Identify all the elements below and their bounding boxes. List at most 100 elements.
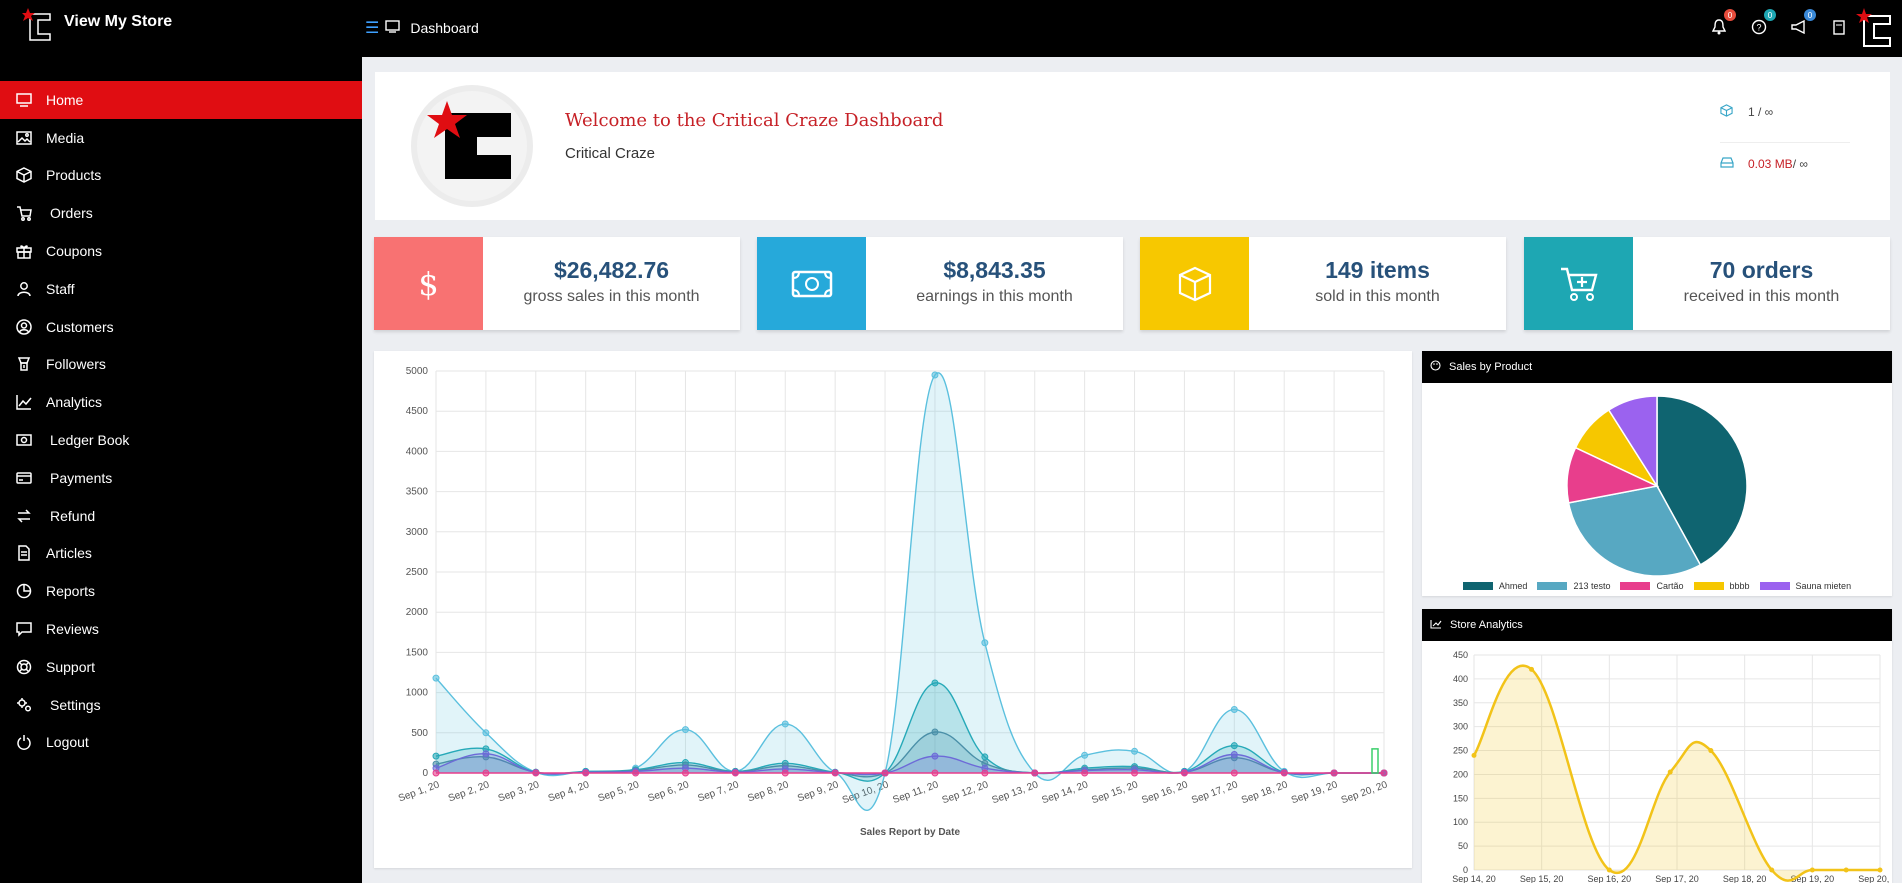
top-bar: View My Store ☰ Dashboard 0 ? 0 0	[0, 0, 1902, 57]
user-avatar[interactable]	[1856, 8, 1892, 50]
data-point	[1606, 867, 1612, 873]
data-point	[1843, 867, 1849, 873]
credit-card-icon	[16, 470, 32, 486]
sidebar-item-reviews[interactable]: Reviews	[0, 610, 362, 648]
legend-item[interactable]: bbbb	[1693, 581, 1750, 591]
sidebar-item-support[interactable]: Support	[0, 648, 362, 686]
x-tick-label: Sep 19, 20	[1791, 874, 1835, 883]
sidebar-item-label: Payments	[50, 469, 113, 486]
sidebar-item-reports[interactable]: Reports	[0, 572, 362, 610]
sidebar-item-coupons[interactable]: Coupons	[0, 232, 362, 270]
hamburger-menu-icon[interactable]: ☰	[365, 20, 380, 37]
data-point	[432, 674, 440, 682]
stat-label: gross sales in this month	[523, 288, 700, 305]
stat-label: earnings in this month	[916, 288, 1073, 305]
bell-icon[interactable]: 0	[1708, 9, 1736, 38]
y-tick-label: 400	[1453, 674, 1468, 684]
sidebar-item-home[interactable]: Home	[0, 81, 362, 119]
comment-icon	[16, 621, 32, 637]
sidebar-item-ledger-book[interactable]: Ledger Book	[0, 421, 362, 459]
sidebar-item-label: Ledger Book	[50, 432, 130, 449]
sidebar-item-refund[interactable]: Refund	[0, 497, 362, 535]
sidebar-item-products[interactable]: Products	[0, 157, 362, 195]
x-tick-label: Sep 4, 20	[547, 779, 591, 804]
sidebar-item-logout[interactable]: Logout	[0, 724, 362, 762]
data-point	[1380, 769, 1388, 777]
brand-logo-icon	[22, 8, 52, 44]
help-badge: 0	[1764, 9, 1776, 21]
y-tick-label: 350	[1453, 698, 1468, 708]
data-point	[1877, 867, 1883, 873]
sidebar-item-label: Customers	[46, 318, 114, 335]
user-icon	[16, 281, 32, 297]
data-point	[482, 750, 490, 758]
x-tick-label: Sep 1, 20	[397, 779, 441, 804]
x-tick-label: Sep 20, 20	[1340, 779, 1390, 806]
data-point	[1667, 769, 1673, 775]
sidebar-item-articles[interactable]: Articles	[0, 535, 362, 573]
sidebar-item-followers[interactable]: Followers	[0, 346, 362, 384]
data-point	[1769, 867, 1775, 873]
data-point	[931, 728, 939, 736]
sidebar-nav: Home Media Products Orders Coupons Staff Custo…	[0, 81, 362, 761]
sales-by-product-chart	[1566, 395, 1748, 577]
data-point	[532, 769, 540, 777]
legend-item[interactable]: Sauna mieten	[1759, 581, 1851, 591]
sidebar-item-analytics[interactable]: Analytics	[0, 383, 362, 421]
sidebar-item-label: Home	[46, 91, 84, 108]
y-tick-label: 150	[1453, 793, 1468, 803]
x-axis-label: Sales Report by Date	[860, 827, 960, 838]
megaphone-icon[interactable]: 0	[1788, 9, 1816, 38]
x-tick-label: Sep 8, 20	[746, 779, 790, 804]
sidebar-item-media[interactable]: Media	[0, 119, 362, 157]
data-point	[1131, 769, 1139, 777]
book-icon[interactable]	[1828, 16, 1850, 38]
sidebar-item-label: Staff	[46, 280, 75, 297]
y-tick-label: 1000	[406, 688, 429, 699]
x-tick-label: Sep 15, 20	[1090, 779, 1140, 806]
x-tick-label: Sep 16, 20	[1140, 779, 1190, 806]
data-point	[881, 769, 889, 777]
legend-item[interactable]: Cartão	[1620, 581, 1684, 591]
box-icon	[16, 167, 32, 184]
x-tick-label: Sep 2, 20	[447, 779, 491, 804]
brand[interactable]: View My Store	[22, 8, 172, 44]
sidebar-item-customers[interactable]: Customers	[0, 308, 362, 346]
pie-legend: Ahmed 213 testo Cartão bbbb Sauna mieten	[1422, 581, 1892, 591]
sales-report-chart: 0 500 1000 1500 2000 2500 3000 3500 4000 4500 5000…	[397, 366, 1390, 838]
data-point	[681, 726, 689, 734]
sidebar-item-staff[interactable]: Staff	[0, 270, 362, 308]
dollar-icon: $	[374, 237, 483, 330]
data-point	[831, 769, 839, 777]
series-area	[436, 372, 1384, 811]
legend-item[interactable]: 213 testo	[1537, 581, 1610, 591]
sidebar-item-orders[interactable]: Orders	[0, 194, 362, 232]
stat-card-gross-sales[interactable]: $ $26,482.76 gross sales in this month	[374, 237, 740, 330]
store-logo	[411, 85, 533, 207]
stat-card-earnings[interactable]: $8,843.35 earnings in this month	[757, 237, 1123, 330]
sidebar-item-settings[interactable]: Settings	[0, 686, 362, 724]
stat-card-orders[interactable]: 70 orders received in this month	[1524, 237, 1890, 330]
sidebar-item-payments[interactable]: Payments	[0, 459, 362, 497]
pie-slice	[1567, 485, 1702, 577]
sidebar: Home Media Products Orders Coupons Staff Custo…	[0, 57, 362, 883]
x-tick-label: Sep 14, 20	[1452, 874, 1496, 883]
x-tick-label: Sep 15, 20	[1520, 874, 1564, 883]
x-tick-label: Sep 17, 20	[1655, 874, 1699, 883]
help-icon[interactable]: ? 0	[1748, 9, 1776, 38]
x-tick-label: Sep 18, 20	[1240, 779, 1290, 806]
stat-card-items-sold[interactable]: 149 items sold in this month	[1140, 237, 1506, 330]
y-tick-label: 3500	[406, 487, 429, 498]
welcome-card: Welcome to the Critical Craze Dashboard …	[375, 72, 1890, 220]
sidebar-item-label: Media	[46, 129, 85, 146]
x-tick-label: Sep 19, 20	[1290, 779, 1340, 806]
y-tick-label: 1500	[406, 647, 429, 658]
data-point	[482, 769, 490, 777]
data-point	[1809, 867, 1815, 873]
breadcrumb-title: Dashboard	[410, 20, 479, 36]
x-tick-label: Sep 18, 20	[1723, 874, 1767, 883]
product-quota: 1 / ∞	[1720, 98, 1850, 126]
chart-line-icon	[16, 394, 32, 411]
sidebar-item-label: Analytics	[46, 394, 103, 411]
legend-item[interactable]: Ahmed	[1462, 581, 1527, 591]
